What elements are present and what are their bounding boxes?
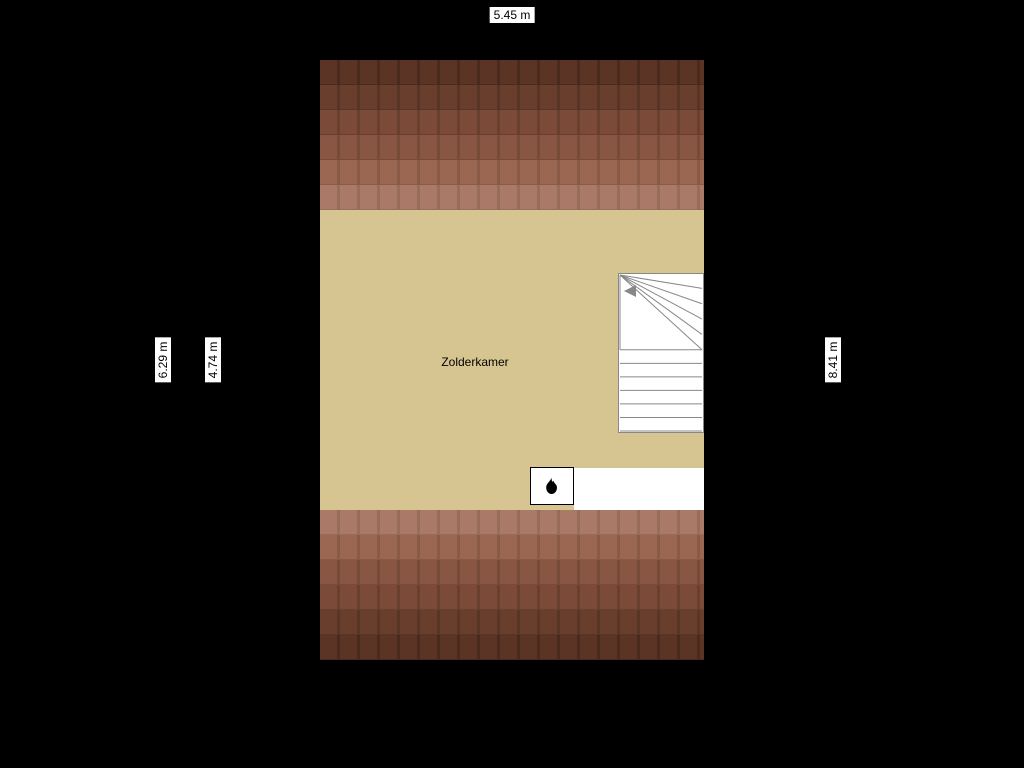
dimension-left-inner: 4.74 m	[205, 338, 221, 383]
floorplan-canvas: 5.45 m 8.41 m 6.29 m 4.74 m Zolderkamer	[0, 0, 1024, 768]
heater	[530, 467, 574, 505]
flame-icon	[539, 476, 564, 498]
roof-top	[320, 60, 704, 210]
dimension-left-outer: 6.29 m	[155, 338, 171, 383]
dimension-right: 8.41 m	[825, 338, 841, 383]
stairs	[618, 273, 704, 433]
roof-bottom	[320, 510, 704, 660]
dimension-top: 5.45 m	[490, 7, 535, 23]
room-label: Zolderkamer	[441, 355, 508, 369]
floor-recess	[574, 468, 704, 510]
stairs-icon	[618, 273, 704, 433]
